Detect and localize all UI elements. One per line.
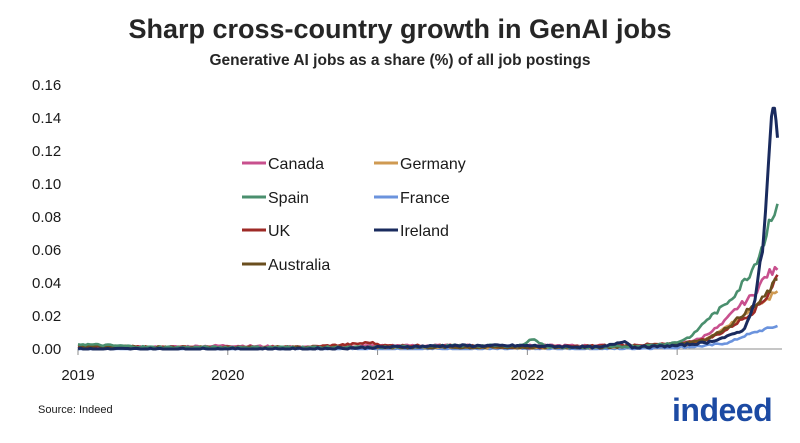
y-tick-label: 0.16 bbox=[32, 77, 61, 94]
y-tick-label: 0.14 bbox=[32, 110, 61, 127]
series-line-ireland bbox=[77, 106, 779, 351]
y-tick-label: 0.02 bbox=[32, 308, 61, 325]
x-tick-label: 2020 bbox=[211, 367, 244, 384]
series-line-uk bbox=[77, 274, 779, 350]
source-note: Source: Indeed bbox=[38, 404, 113, 416]
chart-legend: Canada Germany Spain France UK Ireland Austral… bbox=[242, 156, 466, 274]
x-tick-label: 2022 bbox=[511, 367, 544, 384]
legend-label-canada: Canada bbox=[268, 156, 324, 173]
chart-axes: 0.00 0.02 0.04 0.06 0.08 0.10 0.12 0.14 0.16 2019… bbox=[32, 77, 782, 384]
legend-label-australia: Australia bbox=[268, 257, 330, 274]
legend-label-spain: Spain bbox=[268, 190, 309, 207]
x-tick-label: 2019 bbox=[61, 367, 94, 384]
legend-label-uk: UK bbox=[268, 223, 291, 240]
y-tick-label: 0.06 bbox=[32, 242, 61, 259]
x-tick-label: 2023 bbox=[660, 367, 693, 384]
y-tick-label: 0.04 bbox=[32, 275, 61, 292]
chart-subtitle: Generative AI jobs as a share (%) of all… bbox=[209, 52, 591, 69]
series-line-australia bbox=[77, 277, 778, 350]
chart-series bbox=[77, 106, 779, 351]
y-tick-label: 0.00 bbox=[32, 341, 61, 358]
series-line-canada bbox=[77, 265, 779, 350]
chart-title: Sharp cross-country growth in GenAI jobs bbox=[128, 14, 672, 44]
legend-label-germany: Germany bbox=[400, 156, 466, 173]
x-tick-label: 2021 bbox=[361, 367, 394, 384]
legend-label-ireland: Ireland bbox=[400, 223, 449, 240]
y-tick-label: 0.10 bbox=[32, 176, 61, 193]
legend-label-france: France bbox=[400, 190, 450, 207]
y-tick-label: 0.12 bbox=[32, 143, 61, 160]
indeed-logo: indeed bbox=[672, 392, 773, 428]
y-tick-label: 0.08 bbox=[32, 209, 61, 226]
series-line-germany bbox=[78, 290, 779, 350]
